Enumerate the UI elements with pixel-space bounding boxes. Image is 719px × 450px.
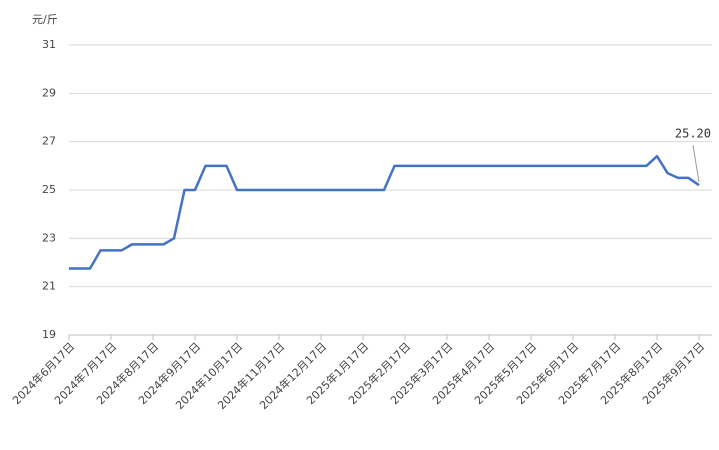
y-tick-label: 21 [42, 280, 56, 293]
label-leader [692, 145, 700, 183]
y-axis-label: 元/斤 [32, 13, 58, 26]
data-label: 25.20 [675, 127, 711, 141]
y-tick-label: 27 [42, 135, 56, 148]
y-tick-label: 25 [42, 183, 56, 196]
data-line [69, 154, 700, 270]
y-tick-label: 19 [42, 328, 56, 341]
y-tick-label: 23 [42, 231, 56, 244]
y-tick-label: 29 [42, 86, 56, 99]
y-tick-label: 31 [42, 38, 56, 51]
